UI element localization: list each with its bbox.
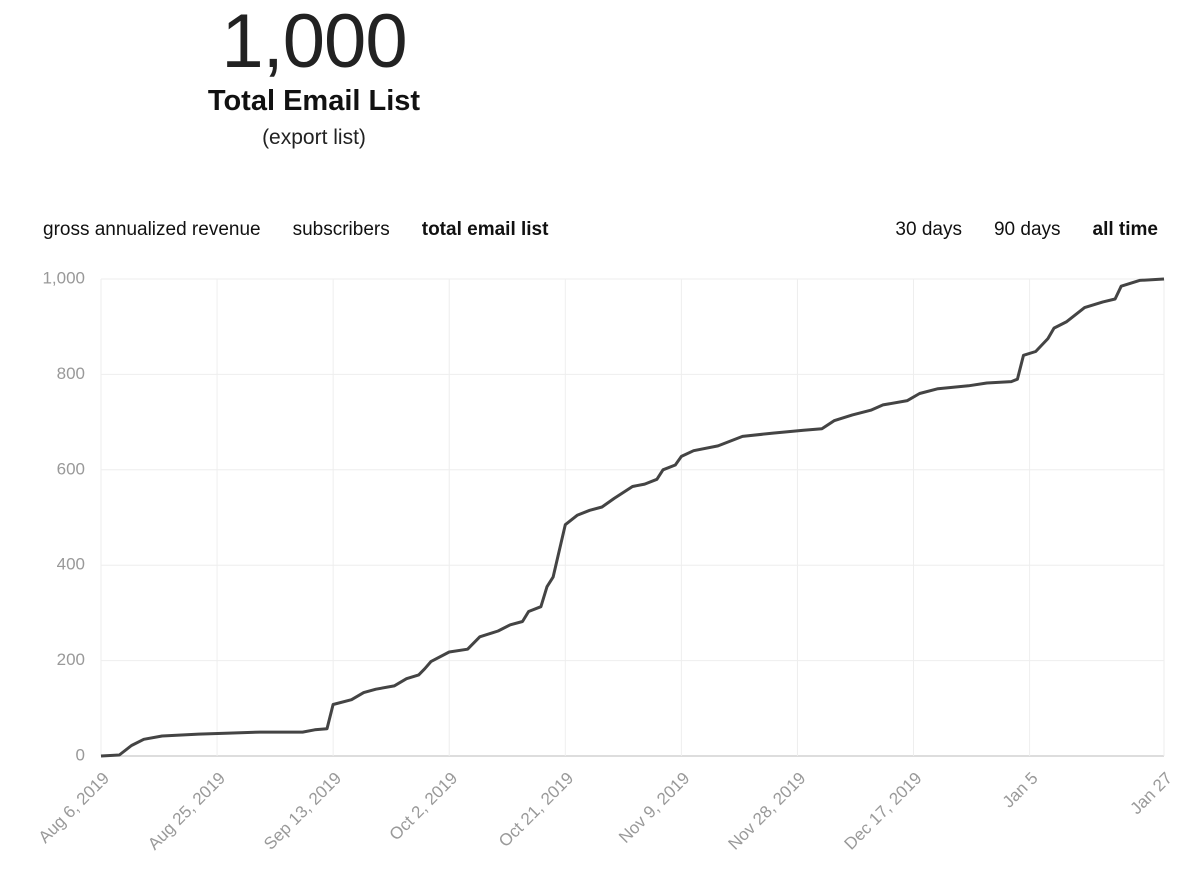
x-tick-label: Aug 6, 2019: [35, 769, 113, 847]
range-tabs: 30 days 90 days all time: [895, 216, 1158, 244]
x-tick-label: Sep 13, 2019: [260, 769, 345, 854]
tab[interactable]: 30 days: [895, 219, 962, 240]
export-link[interactable]: (export list): [262, 126, 366, 149]
stat-block: 1,000 Total Email List (export list): [114, 0, 514, 158]
tab[interactable]: all time: [1092, 219, 1158, 240]
x-tick-label: Nov 28, 2019: [724, 769, 809, 854]
tab[interactable]: total email list: [421, 219, 549, 240]
stat-value: 1,000: [221, 0, 407, 84]
x-tick-label: Aug 25, 2019: [144, 769, 229, 854]
y-tick-label: 1,000: [42, 268, 85, 287]
stat-label: Total Email List: [207, 85, 421, 117]
x-tick-label: Oct 2, 2019: [386, 769, 462, 845]
tab[interactable]: 90 days: [993, 219, 1061, 240]
y-tick-label: 800: [57, 364, 85, 383]
tab[interactable]: gross annualized revenue: [43, 219, 261, 240]
x-tick-label: Jan 27: [1126, 769, 1176, 819]
tab[interactable]: subscribers: [292, 219, 390, 240]
x-tick-label: Dec 17, 2019: [841, 769, 926, 854]
x-tick-label: Oct 21, 2019: [495, 769, 577, 851]
y-tick-label: 0: [76, 745, 85, 764]
data-line: [100, 277, 1165, 758]
y-tick-label: 200: [57, 650, 85, 669]
y-tick-label: 400: [57, 555, 85, 574]
y-tick-label: 600: [57, 459, 85, 478]
x-tick-label: Jan 5: [999, 769, 1042, 812]
metric-tabs: gross annualized revenue subscribers total…: [43, 216, 548, 244]
x-tick-label: Nov 9, 2019: [615, 769, 693, 847]
